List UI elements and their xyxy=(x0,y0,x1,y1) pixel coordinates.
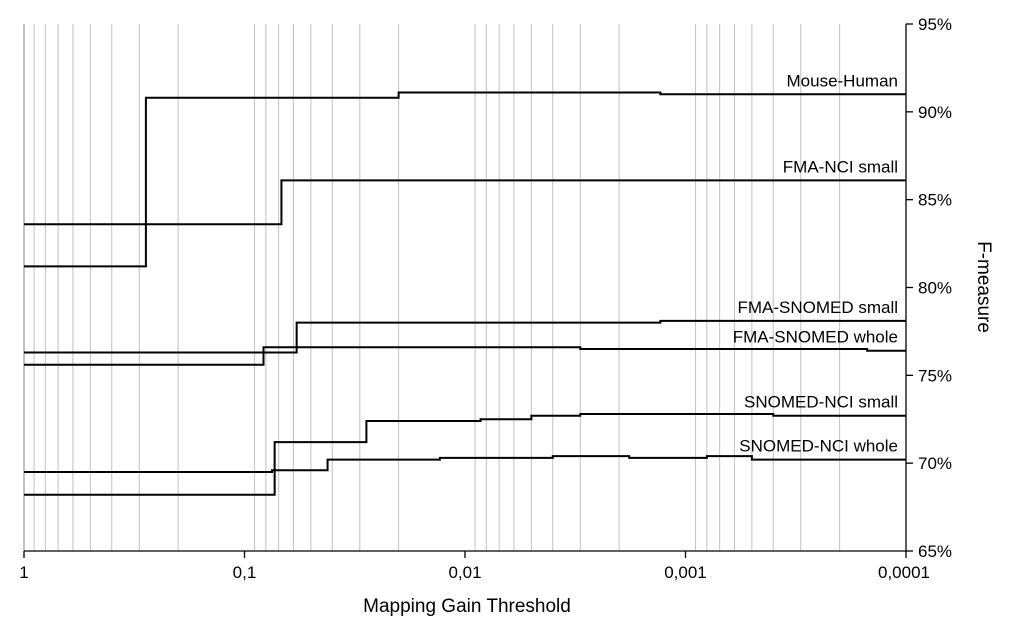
series-line-mouse-human xyxy=(24,91,906,268)
y-tick-label: 75% xyxy=(918,366,952,385)
y-tick-label: 85% xyxy=(918,191,952,210)
x-tick-label: 0,01 xyxy=(448,563,481,582)
x-tick-label: 0,0001 xyxy=(878,563,930,582)
series-line-fma-snomed-small xyxy=(24,319,906,354)
y-tick-label: 90% xyxy=(918,103,952,122)
series-layer xyxy=(24,91,906,496)
series-line-fma-snomed-whole xyxy=(24,346,906,366)
series-label-fma-snomed-whole: FMA-SNOMED whole xyxy=(733,328,898,347)
series-labels: Mouse-Human FMA-NCI small FMA-SNOMED small… xyxy=(733,71,898,455)
y-tick-label: 70% xyxy=(918,454,952,473)
series-label-snomed-nci-small: SNOMED-NCI small xyxy=(744,393,898,412)
x-axis-ticks: 1 0,1 0,01 0,001 0,0001 xyxy=(19,551,930,582)
series-line-snomed-nci-small xyxy=(24,412,906,496)
y-tick-label: 95% xyxy=(918,15,952,34)
y-tick-label: 65% xyxy=(918,542,952,561)
series-line-snomed-nci-whole xyxy=(24,455,906,473)
series-label-fma-snomed-small: FMA-SNOMED small xyxy=(737,298,898,317)
y-axis-ticks: 65% 70% 75% 80% 85% 90% 95% xyxy=(906,15,952,561)
y-tick-label: 80% xyxy=(918,279,952,298)
x-tick-label: 0,1 xyxy=(233,563,257,582)
series-label-snomed-nci-whole: SNOMED-NCI whole xyxy=(739,437,898,456)
x-tick-label: 1 xyxy=(19,563,28,582)
series-label-mouse-human: Mouse-Human xyxy=(787,71,899,90)
vertical-gridlines xyxy=(33,24,841,551)
x-axis-title: Mapping Gain Threshold xyxy=(363,596,571,617)
x-tick-label: 0,001 xyxy=(664,563,707,582)
series-label-fma-nci-small: FMA-NCI small xyxy=(783,157,898,176)
series-line-fma-nci-small xyxy=(24,179,906,226)
y-axis-title: F-measure xyxy=(973,241,994,333)
